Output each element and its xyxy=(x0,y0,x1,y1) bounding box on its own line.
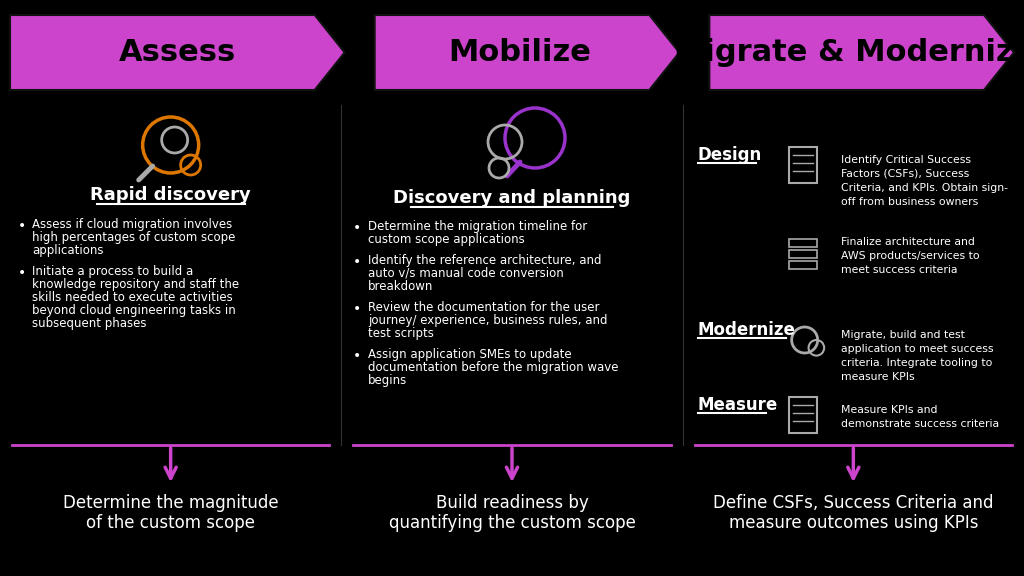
Text: •: • xyxy=(18,266,27,280)
Text: Measure KPIs and
demonstrate success criteria: Measure KPIs and demonstrate success cri… xyxy=(841,405,998,429)
Text: •: • xyxy=(353,349,361,363)
Text: •: • xyxy=(353,302,361,316)
Text: Rapid discovery: Rapid discovery xyxy=(90,186,251,204)
Text: Determine the migration timeline for: Determine the migration timeline for xyxy=(369,220,588,233)
Text: •: • xyxy=(18,219,27,233)
Text: Discovery and planning: Discovery and planning xyxy=(393,189,631,207)
Text: high percentages of custom scope: high percentages of custom scope xyxy=(32,231,236,244)
Polygon shape xyxy=(10,15,345,90)
Text: quantifying the custom scope: quantifying the custom scope xyxy=(388,514,636,532)
Text: Review the documentation for the user: Review the documentation for the user xyxy=(369,301,600,314)
Polygon shape xyxy=(375,15,679,90)
Text: Finalize architecture and
AWS products/services to
meet success criteria: Finalize architecture and AWS products/s… xyxy=(841,237,979,275)
Text: Build readiness by: Build readiness by xyxy=(435,494,589,512)
Text: Design: Design xyxy=(697,146,762,164)
Polygon shape xyxy=(710,15,1014,90)
Text: Modernize: Modernize xyxy=(697,321,796,339)
Text: breakdown: breakdown xyxy=(369,280,434,293)
Text: measure outcomes using KPIs: measure outcomes using KPIs xyxy=(729,514,978,532)
Text: Identify Critical Success
Factors (CSFs), Success
Criteria, and KPIs. Obtain sig: Identify Critical Success Factors (CSFs)… xyxy=(841,155,1008,207)
Text: documentation before the migration wave: documentation before the migration wave xyxy=(369,361,618,374)
Text: beyond cloud engineering tasks in: beyond cloud engineering tasks in xyxy=(32,304,236,317)
Text: Initiate a process to build a: Initiate a process to build a xyxy=(32,265,194,278)
Text: Define CSFs, Success Criteria and: Define CSFs, Success Criteria and xyxy=(713,494,993,512)
Text: knowledge repository and staff the: knowledge repository and staff the xyxy=(32,278,240,291)
Text: Determine the magnitude: Determine the magnitude xyxy=(62,494,279,512)
Text: test scripts: test scripts xyxy=(369,327,434,340)
Text: of the custom scope: of the custom scope xyxy=(86,514,255,532)
Text: Assign application SMEs to update: Assign application SMEs to update xyxy=(369,348,572,361)
Text: •: • xyxy=(353,221,361,235)
Text: Measure: Measure xyxy=(697,396,778,414)
Text: subsequent phases: subsequent phases xyxy=(32,317,146,330)
Text: Migrate, build and test
application to meet success
criteria. Integrate tooling : Migrate, build and test application to m… xyxy=(841,330,993,382)
Text: Assess if cloud migration involves: Assess if cloud migration involves xyxy=(32,218,232,231)
Text: Migrate & Modernize: Migrate & Modernize xyxy=(674,38,1024,67)
Text: begins: begins xyxy=(369,374,408,387)
Text: skills needed to execute activities: skills needed to execute activities xyxy=(32,291,232,304)
Text: auto v/s manual code conversion: auto v/s manual code conversion xyxy=(369,267,564,280)
Text: journey/ experience, business rules, and: journey/ experience, business rules, and xyxy=(369,314,608,327)
Text: custom scope applications: custom scope applications xyxy=(369,233,525,246)
Text: Assess: Assess xyxy=(119,38,236,67)
Text: applications: applications xyxy=(32,244,103,257)
Text: Mobilize: Mobilize xyxy=(449,38,591,67)
Text: Identify the reference architecture, and: Identify the reference architecture, and xyxy=(369,254,602,267)
Text: •: • xyxy=(353,255,361,269)
